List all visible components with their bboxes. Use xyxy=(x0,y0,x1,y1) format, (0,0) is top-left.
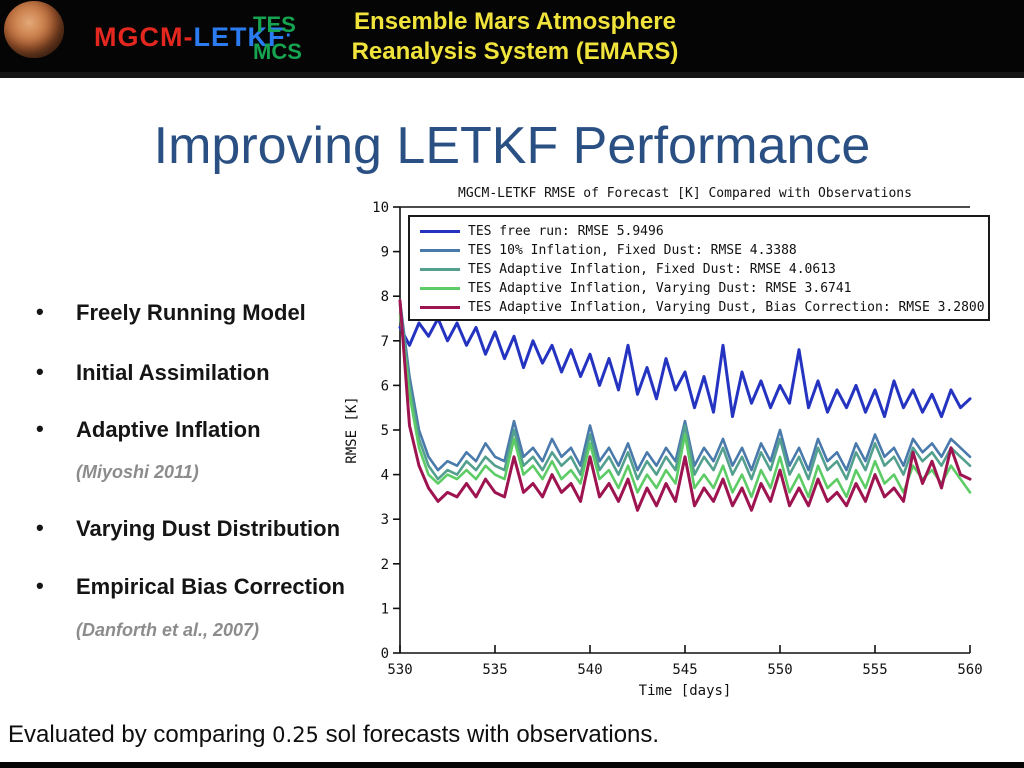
chart-legend: TES free run: RMSE 5.9496 TES 10% Inflat… xyxy=(408,215,990,321)
footer-bar xyxy=(0,762,1024,768)
svg-text:10: 10 xyxy=(372,200,389,216)
mars-logo-icon xyxy=(4,1,64,58)
caption-prefix: Evaluated by comparing xyxy=(8,721,273,748)
rmse-chart: MGCM-LETKF RMSE of Forecast [K] Compared… xyxy=(340,183,1024,705)
bullet-empirical-bias-correction: Empirical Bias Correction xyxy=(36,573,345,600)
svg-text:3: 3 xyxy=(381,512,389,528)
logo-dash: - xyxy=(183,22,194,52)
caption-value: 0.25 xyxy=(272,723,319,747)
legend-row: TES Adaptive Inflation, Varying Dust, Bi… xyxy=(420,298,988,317)
legend-row: TES Adaptive Inflation, Varying Dust: RM… xyxy=(420,279,988,298)
legend-row: TES Adaptive Inflation, Fixed Dust: RMSE… xyxy=(420,260,988,279)
legend-line-sample-free-run xyxy=(420,230,460,233)
instrument-labels: TES MCS xyxy=(253,11,302,65)
legend-label: TES Adaptive Inflation, Varying Dust: RM… xyxy=(468,281,852,296)
legend-row: TES 10% Inflation, Fixed Dust: RMSE 4.33… xyxy=(420,241,988,260)
svg-text:535: 535 xyxy=(482,662,507,678)
bullet-adaptive-inflation: Adaptive Inflation xyxy=(36,416,261,443)
svg-text:6: 6 xyxy=(381,378,389,394)
svg-text:2: 2 xyxy=(381,557,389,573)
emars-title-line1: Ensemble Mars Atmosphere xyxy=(354,8,676,35)
svg-text:530: 530 xyxy=(387,662,412,678)
bullet-varying-dust-distribution: Varying Dust Distribution xyxy=(36,515,340,542)
chart-title: MGCM-LETKF RMSE of Forecast [K] Compared… xyxy=(458,186,912,201)
emars-title: Ensemble Mars Atmosphere Reanalysis Syst… xyxy=(330,7,700,67)
logo-letkf: LETKF xyxy=(193,22,286,52)
bottom-caption: Evaluated by comparing 0.25 sol forecast… xyxy=(8,721,659,749)
mgcm-letkf-logo: MGCM-LETKF· xyxy=(94,22,293,53)
svg-text:545: 545 xyxy=(672,662,697,678)
note-miyoshi-2011: (Miyoshi 2011) xyxy=(76,462,199,482)
rmse-chart-plot: 0 1 2 3 4 5 6 7 8 9 10 530 535 540 545 550 555 560 Time [d… xyxy=(344,200,983,699)
legend-line-sample-adaptive-fixed xyxy=(420,268,460,271)
note-danforth-2007: (Danforth et al., 2007) xyxy=(76,620,260,640)
tes-label: TES xyxy=(253,12,296,37)
logo-dot: · xyxy=(285,25,294,47)
svg-text:8: 8 xyxy=(381,289,389,305)
header-bar: MGCM-LETKF· TES MCS Ensemble Mars Atmosp… xyxy=(0,0,1024,78)
svg-text:Time [days]: Time [days] xyxy=(639,683,732,699)
legend-label: TES free run: RMSE 5.9496 xyxy=(468,224,664,239)
legend-label: TES 10% Inflation, Fixed Dust: RMSE 4.33… xyxy=(468,243,797,258)
svg-text:550: 550 xyxy=(767,662,792,678)
mcs-label: MCS xyxy=(253,39,302,64)
svg-text:5: 5 xyxy=(381,423,389,439)
emars-title-line2: Reanalysis System (EMARS) xyxy=(351,38,679,65)
legend-line-sample-adaptive-varying xyxy=(420,287,460,290)
legend-line-sample-bias-correction xyxy=(420,306,460,309)
svg-text:1: 1 xyxy=(381,601,389,617)
svg-text:4: 4 xyxy=(381,468,389,484)
legend-line-sample-10pct-inflation xyxy=(420,249,460,252)
svg-text:0: 0 xyxy=(381,646,389,662)
svg-text:9: 9 xyxy=(381,245,389,261)
svg-text:560: 560 xyxy=(957,662,982,678)
page-title: Improving LETKF Performance xyxy=(153,117,871,175)
caption-suffix: sol forecasts with observations. xyxy=(318,721,660,748)
legend-label: TES Adaptive Inflation, Varying Dust, Bi… xyxy=(468,300,985,315)
logo-mgcm: MGCM xyxy=(94,22,184,52)
svg-text:540: 540 xyxy=(577,662,602,678)
svg-text:7: 7 xyxy=(381,334,389,350)
svg-text:RMSE [K]: RMSE [K] xyxy=(344,396,360,463)
bullet-freely-running-model: Freely Running Model xyxy=(36,299,306,326)
legend-label: TES Adaptive Inflation, Fixed Dust: RMSE… xyxy=(468,262,836,277)
legend-row: TES free run: RMSE 5.9496 xyxy=(420,222,988,241)
bullet-initial-assimilation: Initial Assimilation xyxy=(36,359,270,386)
svg-text:555: 555 xyxy=(862,662,887,678)
